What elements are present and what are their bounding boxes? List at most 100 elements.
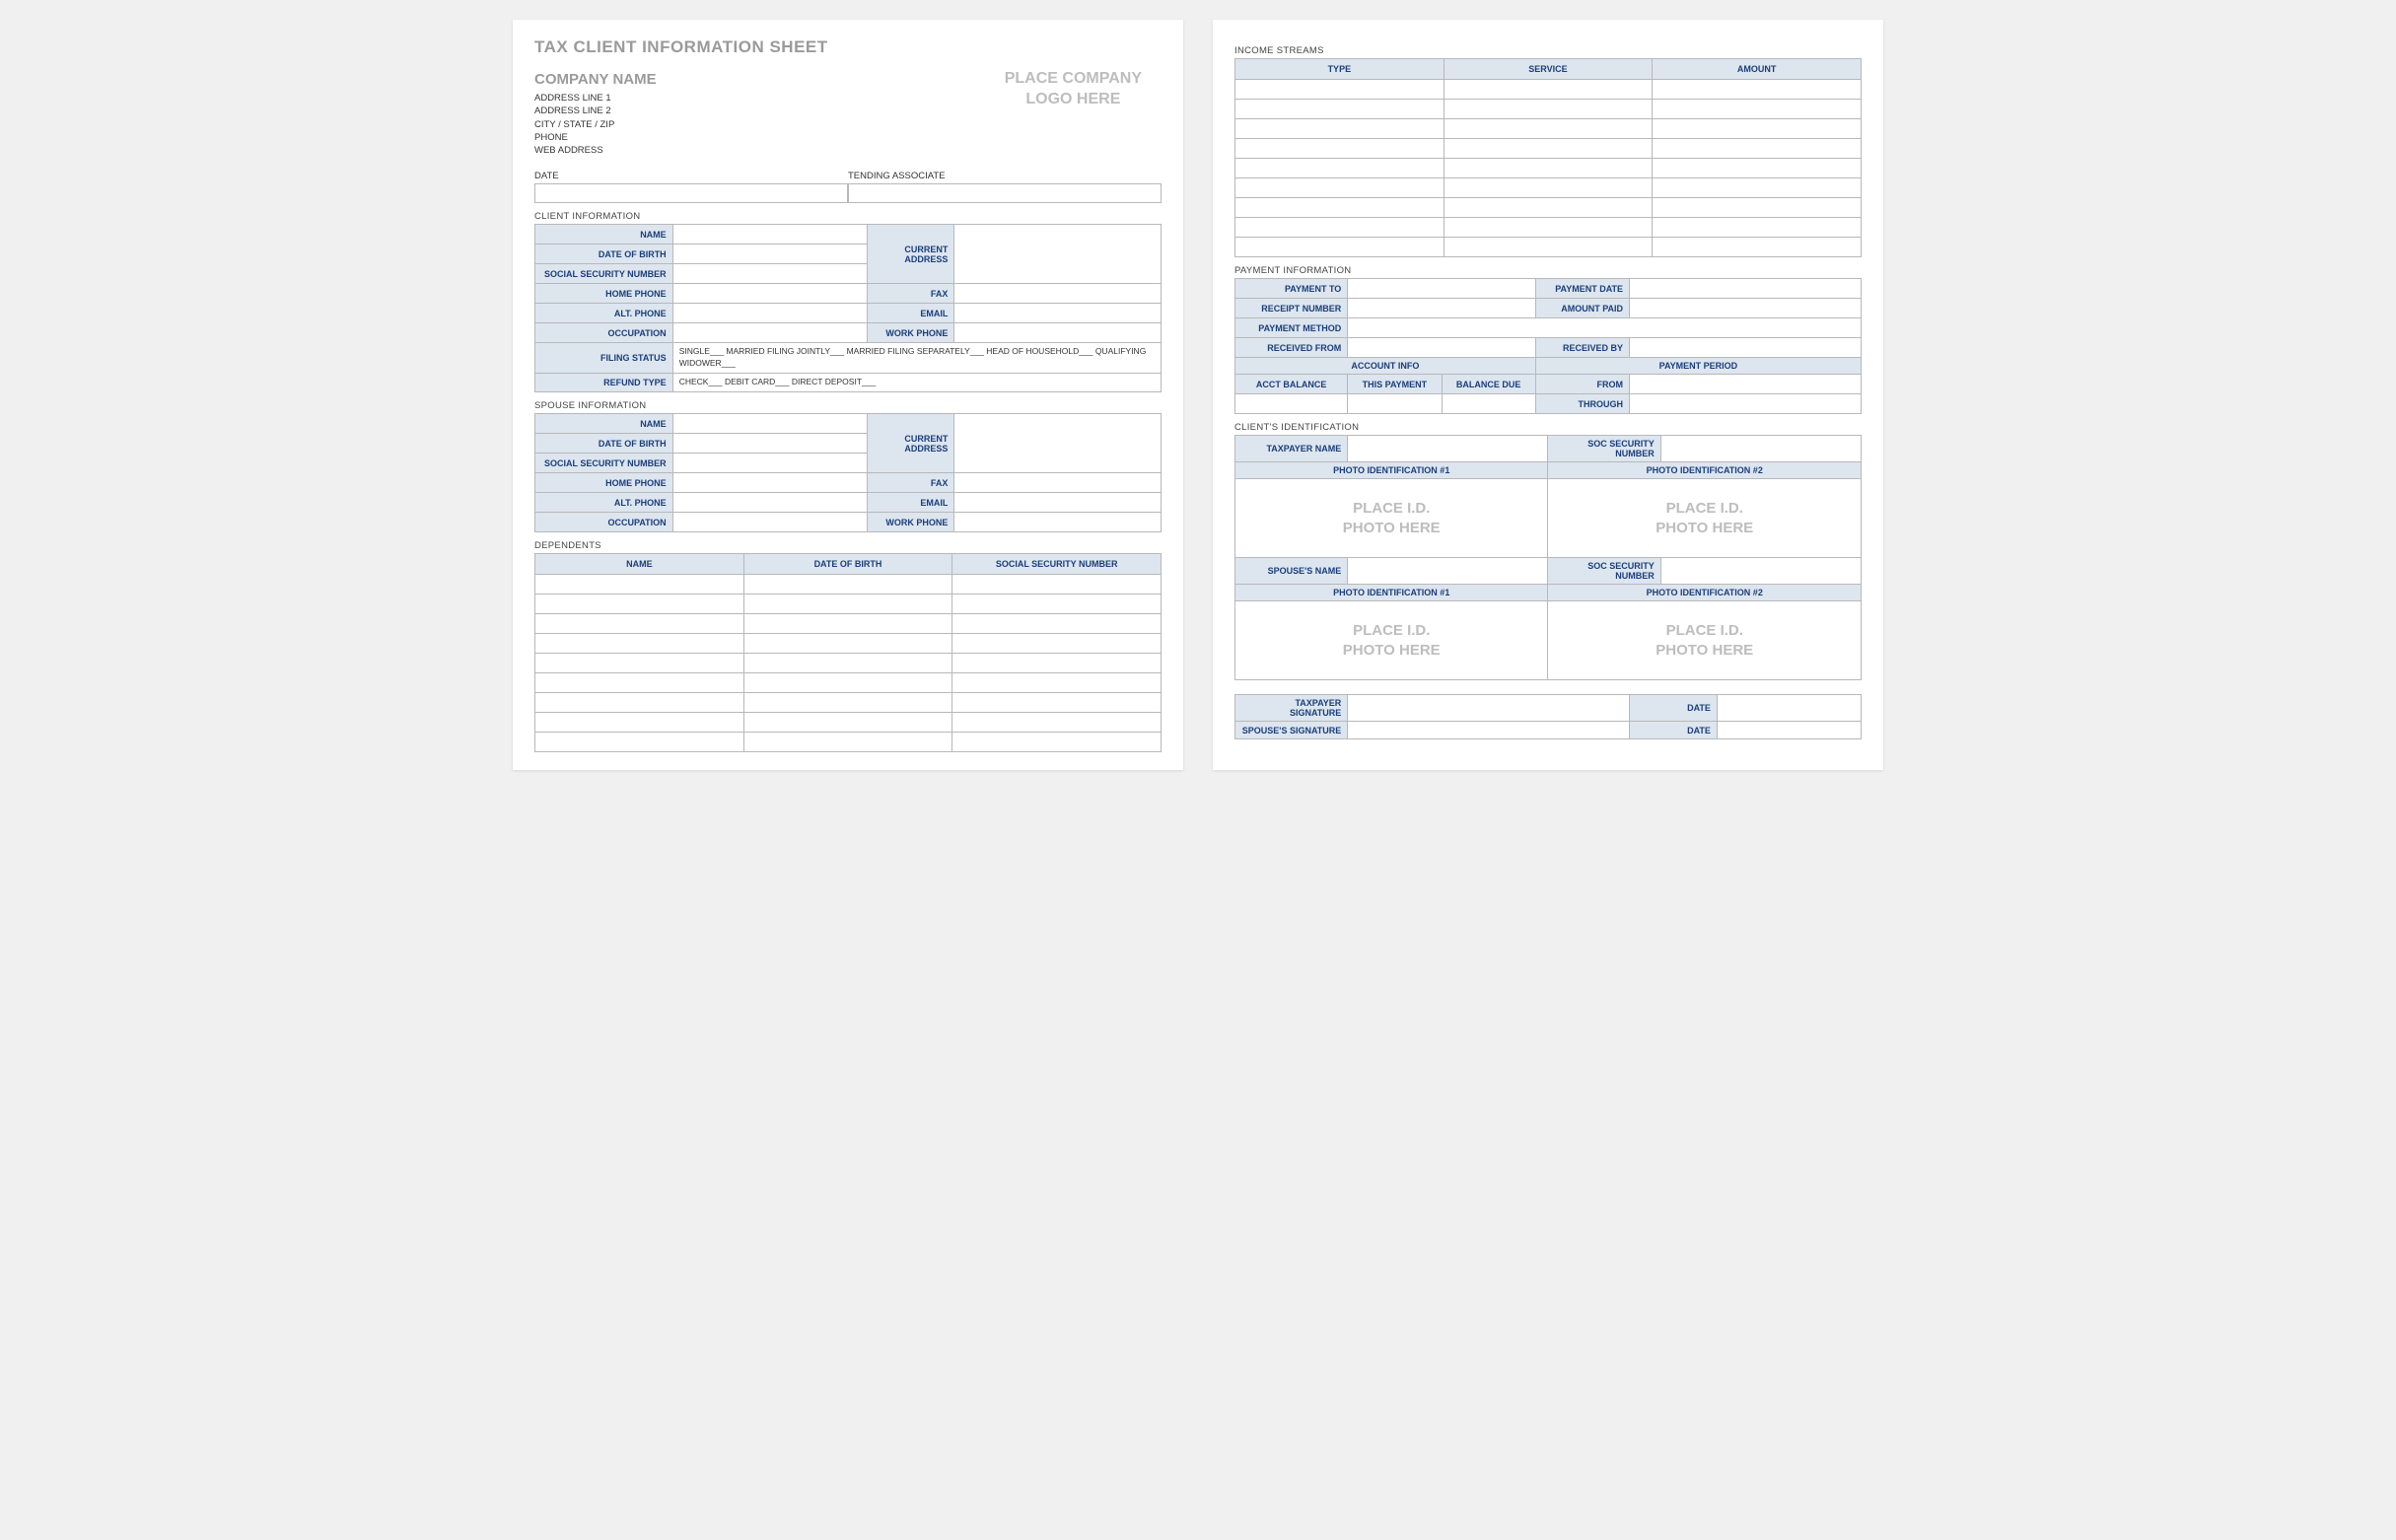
dependent-cell[interactable] xyxy=(535,595,744,614)
spouse-address-input[interactable] xyxy=(954,414,1162,473)
dependent-cell[interactable] xyxy=(952,673,1162,693)
income-cell[interactable] xyxy=(1444,218,1653,238)
dependent-cell[interactable] xyxy=(952,595,1162,614)
spouse-name-input[interactable] xyxy=(672,414,867,434)
work-phone-input[interactable] xyxy=(954,323,1162,343)
payment-to-input[interactable] xyxy=(1348,279,1536,299)
dependent-cell[interactable] xyxy=(743,673,952,693)
dependent-cell[interactable] xyxy=(535,634,744,654)
dependent-cell[interactable] xyxy=(743,733,952,752)
from-input[interactable] xyxy=(1630,375,1862,394)
spouse-ssn-id-input[interactable] xyxy=(1660,558,1861,585)
income-cell[interactable] xyxy=(1444,198,1653,218)
dependent-cell[interactable] xyxy=(743,693,952,713)
taxpayer-signature-input[interactable] xyxy=(1348,695,1630,722)
dependent-cell[interactable] xyxy=(952,575,1162,595)
income-cell[interactable] xyxy=(1653,119,1862,139)
income-cell[interactable] xyxy=(1653,80,1862,100)
dependent-cell[interactable] xyxy=(535,575,744,595)
dependent-cell[interactable] xyxy=(952,614,1162,634)
dependent-cell[interactable] xyxy=(743,713,952,733)
income-cell[interactable] xyxy=(1653,178,1862,198)
dependent-cell[interactable] xyxy=(952,634,1162,654)
income-cell[interactable] xyxy=(1444,80,1653,100)
acct-balance-input[interactable] xyxy=(1235,394,1348,414)
tending-input[interactable] xyxy=(848,183,1162,203)
amount-paid-input[interactable] xyxy=(1630,299,1862,318)
through-input[interactable] xyxy=(1630,394,1862,414)
spouse-email-input[interactable] xyxy=(954,493,1162,513)
photo-placeholder-spouse-2[interactable]: PLACE I.D.PHOTO HERE xyxy=(1548,601,1862,680)
spouse-fax-input[interactable] xyxy=(954,473,1162,493)
income-cell[interactable] xyxy=(1653,218,1862,238)
spouse-alt-phone-input[interactable] xyxy=(672,493,867,513)
spouse-home-phone-input[interactable] xyxy=(672,473,867,493)
income-cell[interactable] xyxy=(1444,238,1653,257)
taxpayer-name-input[interactable] xyxy=(1348,436,1548,462)
spouse-ssn-input[interactable] xyxy=(672,454,867,473)
alt-phone-input[interactable] xyxy=(672,304,867,323)
ssn-input[interactable] xyxy=(672,264,867,284)
income-cell[interactable] xyxy=(1444,178,1653,198)
home-phone-input[interactable] xyxy=(672,284,867,304)
income-cell[interactable] xyxy=(1444,119,1653,139)
name-input[interactable] xyxy=(672,225,867,245)
income-cell[interactable] xyxy=(1235,80,1445,100)
dependent-cell[interactable] xyxy=(743,654,952,673)
taxpayer-sig-date-input[interactable] xyxy=(1717,695,1861,722)
received-from-input[interactable] xyxy=(1348,338,1536,358)
income-cell[interactable] xyxy=(1444,139,1653,159)
spouse-occupation-input[interactable] xyxy=(672,513,867,532)
photo-placeholder-taxpayer-2[interactable]: PLACE I.D.PHOTO HERE xyxy=(1548,479,1862,558)
filing-status-options[interactable]: SINGLE___ MARRIED FILING JOINTLY___ MARR… xyxy=(672,343,1161,374)
refund-type-options[interactable]: CHECK___ DEBIT CARD___ DIRECT DEPOSIT___ xyxy=(672,374,1161,392)
income-cell[interactable] xyxy=(1653,238,1862,257)
current-address-input[interactable] xyxy=(954,225,1162,284)
dependent-cell[interactable] xyxy=(535,693,744,713)
dependent-cell[interactable] xyxy=(535,733,744,752)
income-cell[interactable] xyxy=(1653,198,1862,218)
photo-placeholder-spouse-1[interactable]: PLACE I.D.PHOTO HERE xyxy=(1235,601,1548,680)
income-cell[interactable] xyxy=(1235,139,1445,159)
payment-date-input[interactable] xyxy=(1630,279,1862,299)
spouse-signature-input[interactable] xyxy=(1348,722,1630,739)
dependent-cell[interactable] xyxy=(743,575,952,595)
balance-due-input[interactable] xyxy=(1442,394,1535,414)
spouse-sig-date-input[interactable] xyxy=(1717,722,1861,739)
occupation-input[interactable] xyxy=(672,323,867,343)
dependent-cell[interactable] xyxy=(743,595,952,614)
spouse-dob-input[interactable] xyxy=(672,434,867,454)
income-cell[interactable] xyxy=(1444,159,1653,178)
income-cell[interactable] xyxy=(1235,218,1445,238)
dependent-cell[interactable] xyxy=(535,614,744,634)
date-input[interactable] xyxy=(534,183,848,203)
income-cell[interactable] xyxy=(1653,159,1862,178)
income-cell[interactable] xyxy=(1653,139,1862,159)
income-cell[interactable] xyxy=(1235,119,1445,139)
dependent-cell[interactable] xyxy=(952,693,1162,713)
income-cell[interactable] xyxy=(1235,178,1445,198)
income-cell[interactable] xyxy=(1235,100,1445,119)
photo-placeholder-taxpayer-1[interactable]: PLACE I.D.PHOTO HERE xyxy=(1235,479,1548,558)
payment-method-input[interactable] xyxy=(1348,318,1862,338)
dependent-cell[interactable] xyxy=(952,733,1162,752)
dependent-cell[interactable] xyxy=(743,634,952,654)
received-by-input[interactable] xyxy=(1630,338,1862,358)
receipt-number-input[interactable] xyxy=(1348,299,1536,318)
dependent-cell[interactable] xyxy=(535,713,744,733)
spouse-name-id-input[interactable] xyxy=(1348,558,1548,585)
income-cell[interactable] xyxy=(1444,100,1653,119)
fax-input[interactable] xyxy=(954,284,1162,304)
income-cell[interactable] xyxy=(1235,198,1445,218)
dependent-cell[interactable] xyxy=(952,654,1162,673)
dependent-cell[interactable] xyxy=(535,673,744,693)
dob-input[interactable] xyxy=(672,245,867,264)
taxpayer-ssn-input[interactable] xyxy=(1660,436,1861,462)
this-payment-input[interactable] xyxy=(1348,394,1442,414)
income-cell[interactable] xyxy=(1235,159,1445,178)
dependent-cell[interactable] xyxy=(743,614,952,634)
email-input[interactable] xyxy=(954,304,1162,323)
income-cell[interactable] xyxy=(1653,100,1862,119)
dependent-cell[interactable] xyxy=(952,713,1162,733)
dependent-cell[interactable] xyxy=(535,654,744,673)
